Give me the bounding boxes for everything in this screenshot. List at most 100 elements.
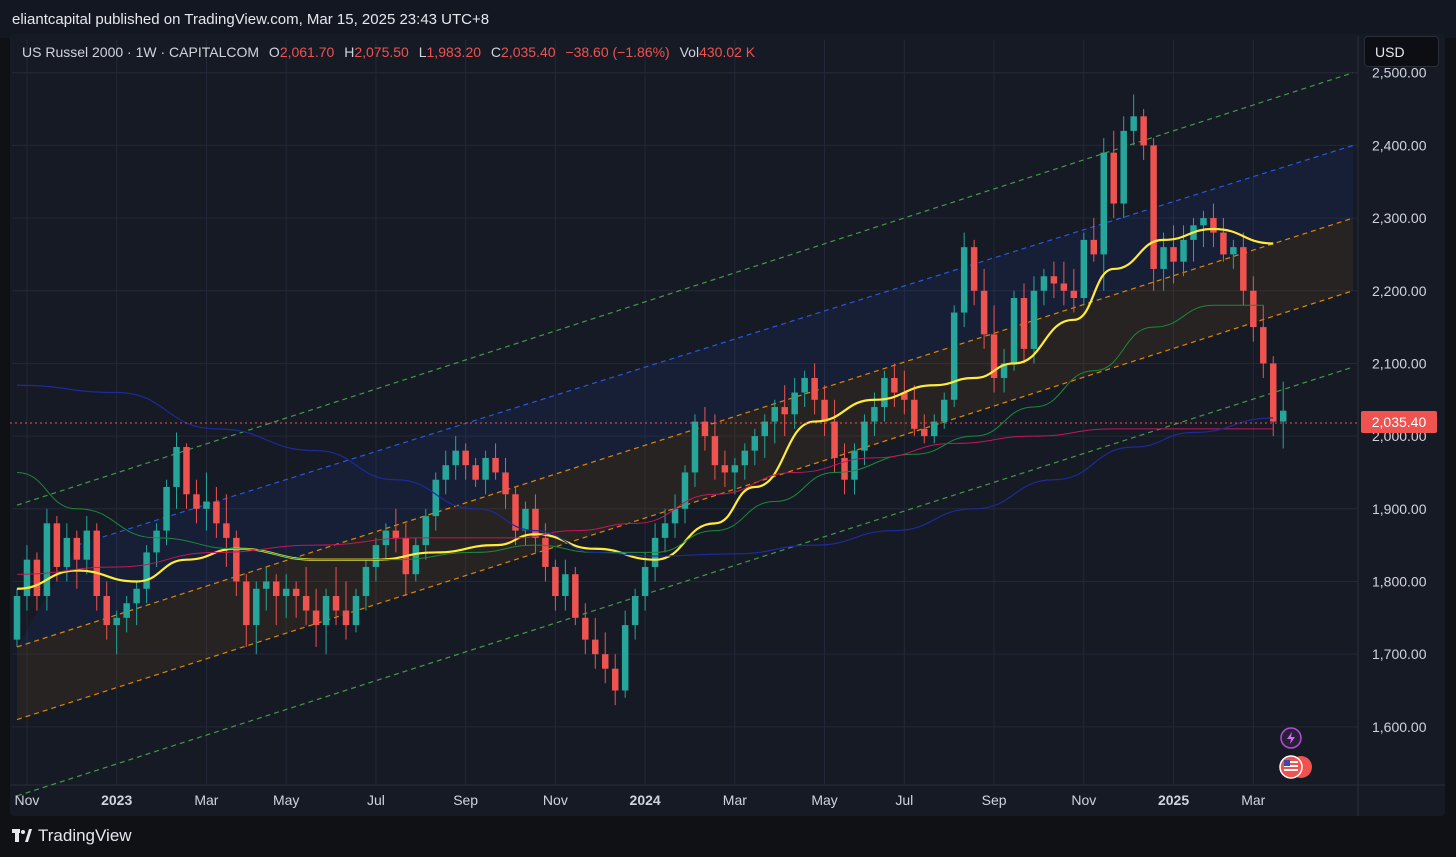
channel-line [76, 144, 1354, 546]
candle-body [1230, 247, 1237, 255]
candle-body [382, 530, 390, 546]
candle-body [661, 523, 669, 538]
close-value: 2,035.40 [501, 44, 556, 60]
volume-value: 430.02 K [699, 44, 756, 60]
candle-body [572, 574, 579, 618]
candle-body [980, 290, 988, 335]
last-price-label: 2,035.40 [1372, 414, 1427, 430]
candle-body [1000, 363, 1008, 378]
tradingview-icon [12, 829, 32, 842]
candle-body [960, 247, 968, 313]
us-flag-icon[interactable] [1279, 755, 1312, 779]
candle-body [502, 472, 509, 495]
candle-body [1140, 116, 1147, 146]
candle-body [950, 312, 958, 400]
candle-body [1060, 283, 1068, 291]
time-tick-label: Jul [367, 792, 385, 808]
candle-body [362, 566, 370, 597]
candle-body [871, 407, 878, 422]
moving-average-line [16, 304, 1264, 561]
candle-body [881, 377, 888, 408]
publish-header: eliantcapital published on TradingView.c… [0, 0, 1456, 38]
candle-body [791, 392, 798, 415]
time-tick-label: Nov [1071, 792, 1096, 808]
price-axis: 2,500.00 2,400.00 2,300.00 2,200.00 2,100.00… [1372, 65, 1427, 735]
time-tick-label: 2025 [1158, 792, 1189, 808]
candle-body [1040, 276, 1048, 291]
candle-body [582, 617, 589, 640]
candle-body [761, 421, 769, 437]
candle-body [312, 610, 320, 626]
volume-label: Vol [679, 44, 700, 60]
candle-body [1030, 290, 1038, 349]
candle-body [1270, 363, 1277, 422]
open-value: 2,061.70 [279, 44, 335, 60]
channel-line [16, 72, 1354, 506]
symbol-name[interactable]: US Russel 2000 · 1W · CAPITALCOM [22, 44, 260, 60]
low-label: L [418, 44, 427, 60]
candle-body [621, 625, 629, 691]
grid-lines [10, 36, 1445, 816]
candle-body [233, 537, 240, 582]
candle-body [751, 436, 759, 451]
lightning-icon[interactable] [1280, 727, 1302, 749]
price-tick-label: 1,900.00 [1372, 501, 1427, 517]
candle-body [940, 399, 948, 422]
candle-body [1110, 152, 1117, 204]
candle-body [133, 588, 140, 604]
candle-body [23, 559, 31, 597]
candle-body [861, 421, 868, 451]
candle-body [243, 581, 250, 626]
chart-panel[interactable] [10, 34, 1445, 816]
candle-body [322, 596, 330, 626]
candle-body [442, 465, 449, 480]
last-price-tag: 2,035.40 [1361, 411, 1437, 433]
candle-body [721, 465, 729, 473]
time-tick-label: Nov [543, 792, 568, 808]
candle-body [711, 436, 719, 466]
candle-body [452, 450, 459, 466]
candle-body [1120, 130, 1127, 204]
moving-average-line [16, 384, 1274, 557]
candle-body [1160, 247, 1167, 269]
time-axis: Nov 2023 Mar May Jul Sep Nov 2024 Mar May Jul Sep No… [15, 792, 1266, 808]
candle-body [592, 639, 599, 655]
candle-body [522, 508, 529, 531]
candle-body [43, 523, 51, 597]
candle-body [153, 530, 160, 553]
candle-body [492, 457, 499, 473]
candle-body [681, 472, 689, 509]
candle-body [562, 574, 569, 597]
currency-button[interactable]: USD [1364, 36, 1439, 67]
low-value: 1,983.20 [426, 44, 482, 60]
candle-body [282, 588, 290, 597]
time-tick-label: Jul [895, 792, 913, 808]
candle-body [33, 559, 41, 597]
candle-body [422, 516, 430, 546]
candle-body [472, 465, 479, 480]
candle-body [193, 494, 200, 509]
candle-body [113, 617, 120, 626]
close-label: C [490, 44, 502, 60]
candle-body [771, 407, 778, 422]
candle-body [1010, 298, 1018, 364]
candles [13, 94, 1287, 706]
candle-body [163, 487, 170, 531]
candle-body [223, 523, 230, 538]
high-label: H [344, 44, 355, 60]
candle-body [1200, 218, 1207, 226]
candle-body [781, 407, 788, 415]
candle-body [73, 537, 81, 560]
candle-body [921, 428, 928, 437]
candle-body [990, 334, 998, 378]
candle-body [63, 537, 71, 567]
candle-body [741, 450, 749, 466]
candle-body [512, 494, 519, 531]
candle-body [93, 530, 100, 597]
brand-name: TradingView [38, 826, 132, 845]
tradingview-logo[interactable]: TradingView [12, 826, 132, 846]
candle-body [342, 610, 350, 626]
candle-body [213, 501, 220, 524]
time-tick-label: Mar [1241, 792, 1265, 808]
